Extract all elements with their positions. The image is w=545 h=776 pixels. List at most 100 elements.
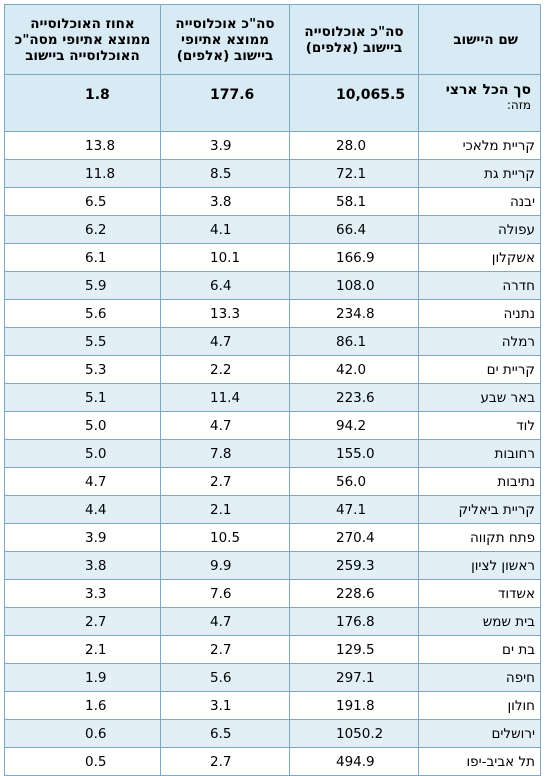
locality-name-cell: נתניה [418,299,541,328]
ethiopian-percentage-cell: 5.6 [4,299,161,328]
ethiopian-percentage-cell: 3.8 [4,551,161,580]
total-population-cell: 223.6 [289,383,419,412]
total-population-cell: 86.1 [289,327,419,356]
table-row: אשדוד 228.6 7.6 3.3 [4,579,541,608]
locality-name-cell: קריית ביאליק [418,495,541,524]
ethiopian-population-cell: 2.7 [160,747,290,776]
ethiopian-population-cell: 2.2 [160,355,290,384]
total-population-cell: 259.3 [289,551,419,580]
ethiopian-percentage-cell: 2.1 [4,635,161,664]
ethiopian-population-cell: 5.6 [160,663,290,692]
locality-name-cell: חולון [418,691,541,720]
ethiopian-percentage-cell: 11.8 [4,159,161,188]
ethiopian-population-cell: 6.5 [160,719,290,748]
table-row: בית שמש 176.8 4.7 2.7 [4,607,541,636]
locality-name-cell: אשדוד [418,579,541,608]
header-ethiopian-population-line: ממוצא אתיופי [180,31,270,48]
table-row: קריית מלאכי 28.0 3.9 13.8 [4,131,541,160]
total-ethiopian-cell: 177.6 [160,74,290,132]
locality-name-cell: ראשון לציון [418,551,541,580]
table-row: חיפה 297.1 5.6 1.9 [4,663,541,692]
ethiopian-percentage-cell: 5.5 [4,327,161,356]
table-row: נתיבות 56.0 2.7 4.7 [4,467,541,496]
ethiopian-population-cell: 2.7 [160,467,290,496]
ethiopian-population-cell: 7.6 [160,579,290,608]
total-name: סך הכל ארצי [445,82,531,98]
ethiopian-percentage-cell: 1.9 [4,663,161,692]
total-population-cell: 1050.2 [289,719,419,748]
total-population-cell: 58.1 [289,187,419,216]
total-population-cell: 228.6 [289,579,419,608]
ethiopian-percentage-cell: 1.6 [4,691,161,720]
total-population-cell: 72.1 [289,159,419,188]
locality-name-cell: נתיבות [418,467,541,496]
ethiopian-population-table: שם היישוב סה"כ אוכלוסייה ביישוב (אלפים) … [4,4,541,776]
header-total-population-line: ביישוב (אלפים) [305,39,403,56]
header-row: שם היישוב סה"כ אוכלוסייה ביישוב (אלפים) … [4,4,541,75]
ethiopian-percentage-cell: 0.6 [4,719,161,748]
ethiopian-percentage-cell: 2.7 [4,607,161,636]
total-population-cell: 42.0 [289,355,419,384]
ethiopian-percentage-cell: 5.9 [4,271,161,300]
total-name-cell: סך הכל ארצי מזה: [418,74,541,132]
table-row: נתניה 234.8 13.3 5.6 [4,299,541,328]
table-row: אשקלון 166.9 10.1 6.1 [4,243,541,272]
header-ethiopian-population-line: סה"כ אוכלוסייה [175,15,275,32]
ethiopian-percentage-cell: 3.3 [4,579,161,608]
locality-name-cell: קריית מלאכי [418,131,541,160]
ethiopian-percentage-cell: 3.9 [4,523,161,552]
table-row: קריית ים 42.0 2.2 5.3 [4,355,541,384]
ethiopian-population-cell: 3.8 [160,187,290,216]
ethiopian-population-cell: 2.1 [160,495,290,524]
table-row: פתח תקווה 270.4 10.5 3.9 [4,523,541,552]
header-ethiopian-population-line: ביישוב (אלפים) [176,47,274,64]
total-population-cell: 155.0 [289,439,419,468]
table-row: לוד 94.2 4.7 5.0 [4,411,541,440]
table-row: ראשון לציון 259.3 9.9 3.8 [4,551,541,580]
locality-name-cell: באר שבע [418,383,541,412]
header-total-population-line: סה"כ אוכלוסייה [304,23,404,40]
ethiopian-population-cell: 3.9 [160,131,290,160]
ethiopian-population-cell: 8.5 [160,159,290,188]
ethiopian-population-cell: 4.1 [160,215,290,244]
total-population-cell: 66.4 [289,215,419,244]
total-population-cell: 166.9 [289,243,419,272]
table-row: באר שבע 223.6 11.4 5.1 [4,383,541,412]
locality-name-cell: אשקלון [418,243,541,272]
ethiopian-percentage-cell: 4.7 [4,467,161,496]
ethiopian-population-cell: 10.5 [160,523,290,552]
header-locality-name: שם היישוב [418,4,541,75]
ethiopian-percentage-cell: 13.8 [4,131,161,160]
locality-name-cell: יבנה [418,187,541,216]
table-row: רחובות 155.0 7.8 5.0 [4,439,541,468]
header-ethiopian-percentage-line: ממוצא אתיופי מסה"כ [14,31,151,48]
header-ethiopian-population: סה"כ אוכלוסייה ממוצא אתיופי ביישוב (אלפי… [160,4,290,75]
ethiopian-population-cell: 2.7 [160,635,290,664]
total-population-cell: 270.4 [289,523,419,552]
ethiopian-percentage-cell: 4.4 [4,495,161,524]
ethiopian-percentage-cell: 6.1 [4,243,161,272]
locality-name-cell: קריית גת [418,159,541,188]
total-population-cell: 47.1 [289,495,419,524]
ethiopian-population-cell: 10.1 [160,243,290,272]
locality-name-cell: עפולה [418,215,541,244]
locality-name-cell: ירושלים [418,719,541,748]
table-row: חדרה 108.0 6.4 5.9 [4,271,541,300]
table-row: קריית גת 72.1 8.5 11.8 [4,159,541,188]
locality-name-cell: בית שמש [418,607,541,636]
total-note: מזה: [506,98,531,112]
total-population-cell: 297.1 [289,663,419,692]
locality-name-cell: תל אביב-יפו [418,747,541,776]
ethiopian-percentage-cell: 6.5 [4,187,161,216]
total-population-cell: 191.8 [289,691,419,720]
ethiopian-population-cell: 6.4 [160,271,290,300]
total-population-cell: 494.9 [289,747,419,776]
ethiopian-percentage-cell: 5.0 [4,411,161,440]
ethiopian-percentage-cell: 0.5 [4,747,161,776]
locality-name-cell: בת ים [418,635,541,664]
locality-name-cell: חדרה [418,271,541,300]
total-population-cell: 10,065.5 [289,74,419,132]
total-percentage-cell: 1.8 [4,74,161,132]
total-population-cell: 234.8 [289,299,419,328]
ethiopian-population-cell: 4.7 [160,327,290,356]
